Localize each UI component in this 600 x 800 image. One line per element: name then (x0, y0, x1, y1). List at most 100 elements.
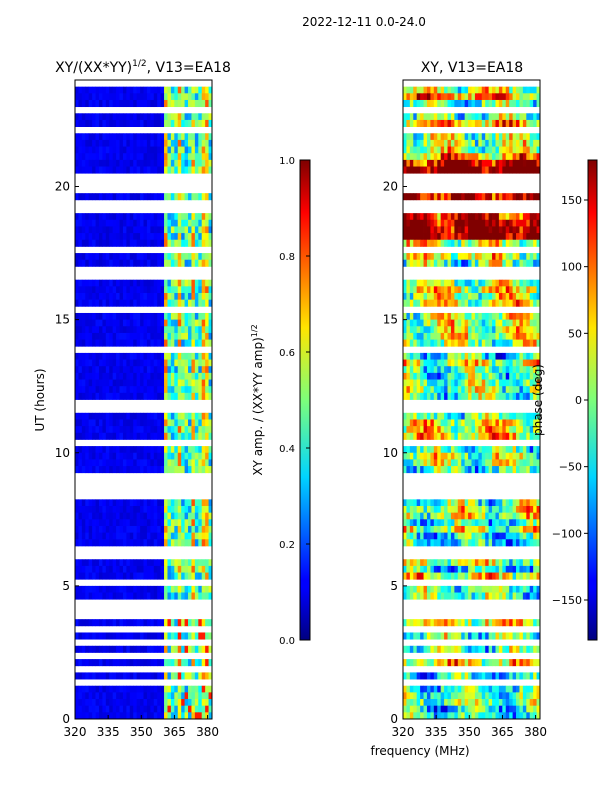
heatmap-cell (129, 672, 134, 680)
heatmap-cell (505, 86, 510, 94)
heatmap-cell (468, 659, 472, 667)
heatmap-cell (457, 499, 462, 507)
heatmap-cell (433, 412, 438, 420)
heatmap-cell (481, 392, 486, 400)
heatmap-cell (474, 226, 479, 234)
heatmap-cell (184, 506, 189, 514)
heatmap-cell (461, 253, 466, 261)
heatmap-cell (116, 259, 120, 267)
heatmap-cell (485, 193, 490, 201)
heatmap-cell (184, 705, 189, 713)
heatmap-cell (181, 432, 185, 440)
heatmap-cell (450, 585, 455, 593)
heatmap-cell (140, 525, 144, 534)
heatmap-cell (164, 259, 168, 267)
heatmap-cell (109, 532, 114, 540)
heatmap-cell (208, 379, 213, 387)
heatmap-cell (457, 312, 462, 321)
heatmap-cell (198, 532, 203, 540)
heatmap-cell (488, 632, 493, 640)
heatmap-cell (126, 685, 131, 693)
heatmap-cell (95, 559, 100, 567)
heatmap-cell (488, 159, 493, 167)
heatmap-cell (102, 239, 107, 247)
heatmap-cell (109, 226, 114, 234)
heatmap-cell (136, 519, 141, 527)
heatmap-cell (444, 519, 448, 527)
heatmap-cell (416, 632, 421, 640)
heatmap-cell (153, 326, 158, 334)
heatmap-cell (81, 166, 86, 174)
heatmap-cell (505, 559, 510, 567)
heatmap-cell (98, 299, 103, 307)
heatmap-cell (136, 366, 141, 374)
heatmap-cell (413, 466, 418, 474)
heatmap-cell (440, 166, 445, 174)
heatmap-cell (423, 585, 428, 593)
heatmap-cell (136, 592, 141, 600)
heatmap-cell (205, 379, 209, 387)
heatmap-cell (420, 466, 424, 474)
heatmap-cell (188, 699, 192, 707)
heatmap-cell (433, 352, 438, 360)
heatmap-cell (191, 93, 196, 101)
heatmap-cell (481, 585, 486, 593)
heatmap-cell (194, 572, 199, 580)
heatmap-cell (437, 193, 442, 201)
heatmap-cell (191, 119, 196, 127)
heatmap-cell (509, 239, 513, 247)
heatmap-cell (505, 592, 510, 600)
heatmap-cell (522, 332, 527, 340)
heatmap-cell (454, 113, 459, 121)
heatmap-cell (140, 86, 144, 94)
heatmap-cell (150, 319, 155, 327)
heatmap-cell (160, 426, 165, 434)
heatmap-cell (529, 233, 534, 241)
heatmap-cell (188, 86, 192, 94)
heatmap-cell (471, 359, 476, 367)
heatmap-cell (194, 133, 199, 141)
heatmap-cell (81, 159, 86, 167)
heatmap-cell (81, 319, 86, 327)
heatmap-cell (444, 452, 448, 460)
heatmap-cell (81, 499, 86, 507)
heatmap-cell (191, 672, 196, 680)
heatmap-cell (468, 299, 472, 307)
heatmap-cell (533, 372, 537, 380)
heatmap-cell (191, 219, 196, 227)
heatmap-cell (184, 239, 189, 247)
heatmap-cell (170, 326, 175, 334)
heatmap-cell (102, 166, 107, 174)
heatmap-cell (468, 352, 472, 360)
heatmap-cell (468, 193, 472, 201)
heatmap-cell (505, 279, 510, 287)
heatmap-cell (403, 359, 407, 367)
heatmap-cell (143, 592, 148, 600)
heatmap-cell (136, 286, 141, 294)
heatmap-cell (485, 392, 490, 400)
heatmap-cell (481, 312, 486, 321)
heatmap-cell (98, 672, 103, 680)
heatmap-cell (529, 239, 534, 247)
heatmap-cell (188, 619, 192, 627)
heatmap-cell (426, 213, 431, 221)
heatmap-cell (92, 372, 96, 380)
heatmap-cell (468, 86, 472, 94)
heatmap-cell (102, 466, 107, 474)
heatmap-cell (95, 539, 100, 547)
heatmap-cell (440, 432, 445, 440)
heatmap-cell (516, 213, 520, 221)
heatmap-cell (92, 293, 96, 301)
heatmap-cell (519, 233, 524, 241)
heatmap-cell (198, 93, 203, 101)
heatmap-cell (454, 279, 459, 287)
heatmap-cell (116, 193, 120, 201)
heatmap-cell (512, 619, 517, 627)
heatmap-cell (174, 532, 179, 540)
heatmap-cell (105, 93, 110, 101)
heatmap-cell (188, 512, 192, 520)
heatmap-cell (81, 559, 86, 567)
heatmap-cell (75, 499, 79, 507)
heatmap-cell (119, 446, 124, 454)
heatmap-cell (502, 519, 507, 527)
